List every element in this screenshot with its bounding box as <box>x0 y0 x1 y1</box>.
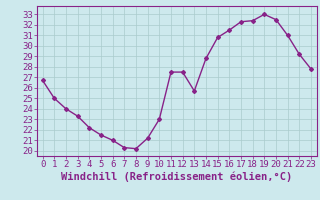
X-axis label: Windchill (Refroidissement éolien,°C): Windchill (Refroidissement éolien,°C) <box>61 172 292 182</box>
